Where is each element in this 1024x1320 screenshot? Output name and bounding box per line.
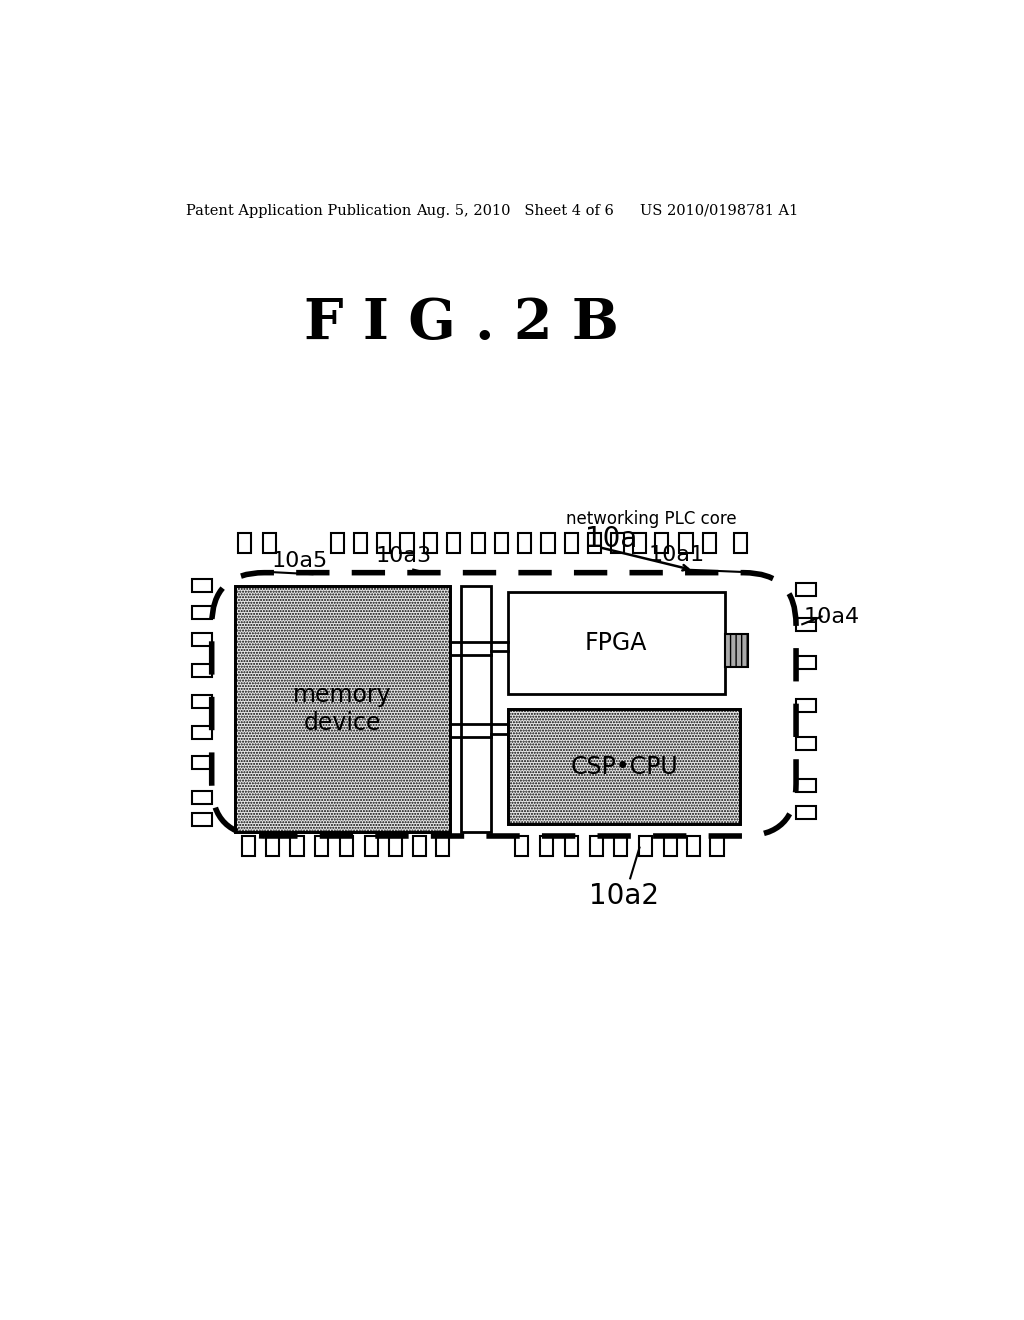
Bar: [191, 791, 212, 804]
Bar: [461, 586, 490, 832]
Bar: [796, 656, 816, 669]
Bar: [711, 836, 724, 857]
Bar: [234, 586, 450, 832]
Bar: [400, 533, 414, 553]
Text: 10a2: 10a2: [589, 882, 659, 911]
Text: CSP•CPU: CSP•CPU: [570, 755, 678, 779]
Bar: [263, 533, 276, 553]
Bar: [796, 698, 816, 711]
Text: US 2010/0198781 A1: US 2010/0198781 A1: [640, 203, 798, 218]
Bar: [725, 635, 748, 667]
Bar: [365, 836, 378, 857]
Bar: [518, 533, 531, 553]
Bar: [354, 533, 367, 553]
Bar: [796, 618, 816, 631]
Bar: [733, 533, 746, 553]
Bar: [564, 533, 578, 553]
Bar: [191, 634, 212, 647]
Text: 10a5: 10a5: [272, 552, 328, 572]
Bar: [495, 533, 508, 553]
Bar: [191, 756, 212, 770]
Bar: [191, 813, 212, 825]
Bar: [633, 533, 646, 553]
Bar: [191, 726, 212, 739]
Bar: [508, 709, 740, 825]
Bar: [508, 709, 740, 825]
Bar: [796, 807, 816, 820]
Text: 10a1: 10a1: [648, 545, 705, 565]
Bar: [446, 533, 460, 553]
Bar: [702, 533, 716, 553]
Text: FPGA: FPGA: [585, 631, 647, 655]
Bar: [796, 737, 816, 750]
Bar: [542, 533, 555, 553]
Bar: [331, 533, 344, 553]
Bar: [191, 579, 212, 593]
Bar: [191, 664, 212, 677]
Bar: [436, 836, 450, 857]
Bar: [654, 533, 668, 553]
Text: Patent Application Publication: Patent Application Publication: [186, 203, 412, 218]
Bar: [796, 779, 816, 792]
Bar: [315, 836, 329, 857]
Bar: [679, 533, 692, 553]
Bar: [508, 591, 725, 693]
Text: 10a: 10a: [586, 525, 638, 553]
Text: networking PLC core: networking PLC core: [566, 510, 736, 528]
Bar: [687, 836, 700, 857]
Bar: [515, 836, 528, 857]
Bar: [389, 836, 402, 857]
Bar: [291, 836, 303, 857]
Bar: [234, 586, 450, 832]
Bar: [191, 694, 212, 708]
Bar: [340, 836, 353, 857]
Bar: [588, 533, 601, 553]
Text: memory
device: memory device: [293, 682, 391, 735]
Bar: [413, 836, 426, 857]
Text: 10a3: 10a3: [375, 546, 431, 566]
Text: Aug. 5, 2010   Sheet 4 of 6: Aug. 5, 2010 Sheet 4 of 6: [417, 203, 614, 218]
Bar: [590, 836, 603, 857]
Bar: [611, 533, 625, 553]
Bar: [238, 533, 251, 553]
Bar: [664, 836, 677, 857]
Bar: [639, 836, 652, 857]
Bar: [796, 583, 816, 597]
Bar: [424, 533, 437, 553]
Text: 10a4: 10a4: [804, 607, 860, 627]
Bar: [564, 836, 578, 857]
Bar: [265, 836, 279, 857]
Bar: [614, 836, 628, 857]
Bar: [377, 533, 390, 553]
Bar: [191, 606, 212, 619]
Bar: [242, 836, 255, 857]
Bar: [472, 533, 485, 553]
Text: F I G . 2 B: F I G . 2 B: [304, 297, 618, 351]
Bar: [540, 836, 553, 857]
